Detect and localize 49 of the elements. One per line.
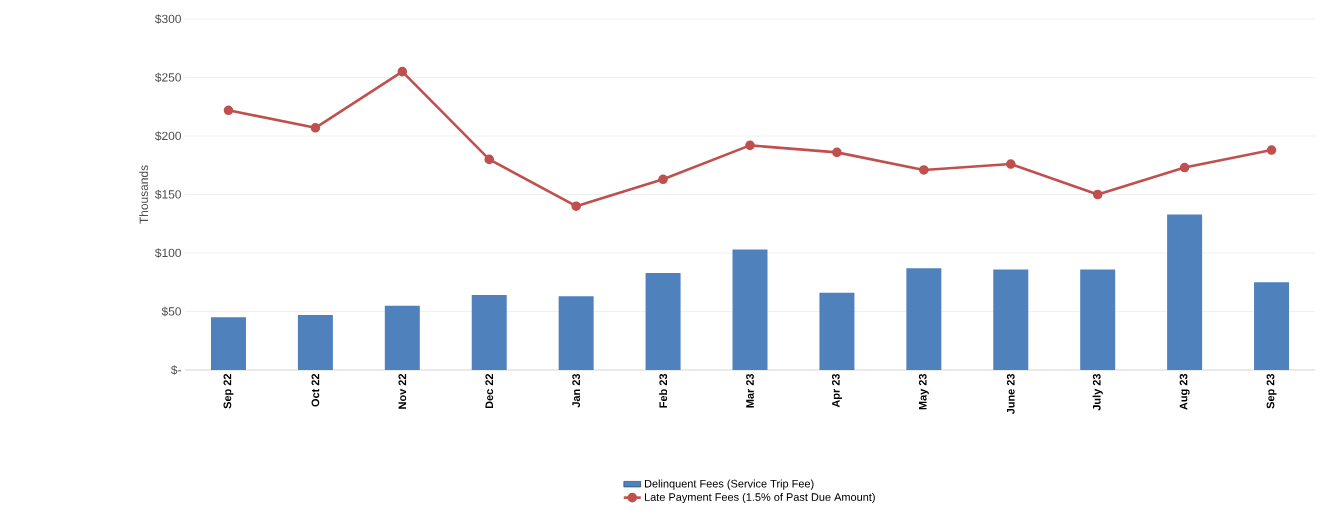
- x-tick-label: Apr 23: [831, 373, 842, 408]
- point: [1266, 145, 1277, 155]
- y-tick-label: $250: [155, 72, 182, 83]
- bar: [1254, 282, 1290, 370]
- x-tick-label: Dec 22: [485, 373, 494, 409]
- x-tick-label: Feb 23: [659, 373, 668, 408]
- x-tick-label: Sep 23: [1266, 373, 1277, 409]
- x-tick-label: Mar 23: [746, 373, 754, 408]
- y-tick-label: $200: [155, 131, 182, 141]
- x-tick-label: June 23: [1006, 373, 1015, 415]
- x-tick-label: Oct 22: [311, 373, 320, 407]
- legend-label: Late Payment Fees (1.5% of Past Due Amount): [644, 492, 875, 504]
- bar: [471, 295, 507, 370]
- point: [1092, 189, 1103, 200]
- point: [832, 147, 842, 158]
- point: [571, 201, 581, 211]
- bar: [1167, 214, 1203, 370]
- point: [1005, 159, 1016, 169]
- y-tick-label: $100: [155, 248, 182, 258]
- bar: [645, 272, 681, 370]
- bar: [1080, 269, 1116, 370]
- y-tick-label: $50: [161, 306, 182, 317]
- x-tick-label: May 23: [918, 373, 929, 410]
- x-tick-label: July 23: [1092, 373, 1103, 411]
- bar: [297, 315, 333, 370]
- y-tick-label: $300: [155, 14, 182, 24]
- point: [223, 105, 234, 116]
- bar: [819, 292, 855, 370]
- point: [397, 66, 408, 77]
- x-tick-label: Nov 22: [398, 373, 407, 409]
- y-tick-label: $-: [170, 365, 181, 375]
- bar: [558, 296, 594, 370]
- x-tick-label: Sep 22: [223, 373, 234, 409]
- point: [919, 165, 929, 175]
- bar: [906, 268, 942, 370]
- bar: [732, 249, 768, 370]
- point: [658, 174, 668, 185]
- point: [310, 123, 321, 133]
- point: [745, 140, 755, 151]
- legend-label: Delinquent Fees (Service Trip Fee): [644, 479, 814, 490]
- x-tick-label: Aug 23: [1179, 373, 1190, 410]
- bar: [993, 269, 1029, 370]
- point: [484, 154, 495, 165]
- point: [1179, 162, 1190, 173]
- x-tick-label: Jan 23: [572, 373, 581, 408]
- y-axis-title: Thousands: [139, 165, 149, 224]
- y-tick-label: $150: [155, 189, 182, 200]
- bar: [384, 305, 420, 370]
- bar: [210, 317, 246, 370]
